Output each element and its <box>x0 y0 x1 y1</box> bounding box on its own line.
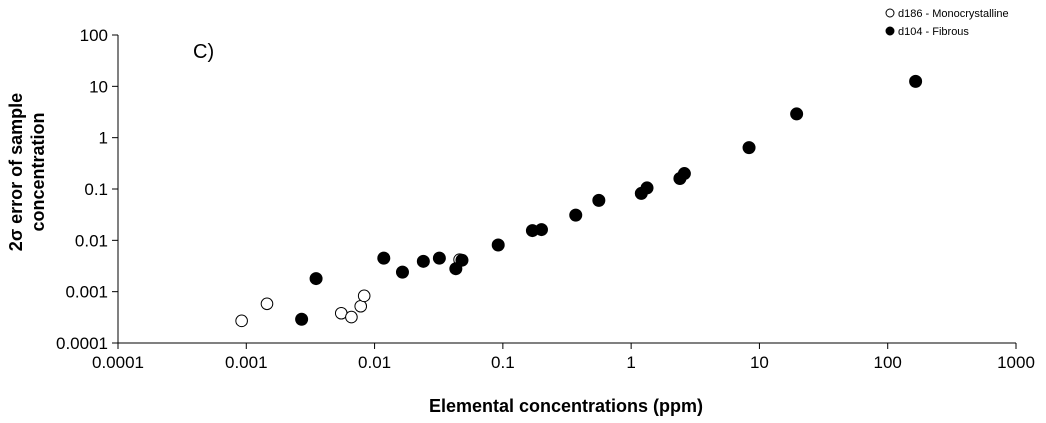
x-tick-label: 0.001 <box>225 353 268 372</box>
point-d104-fibrous <box>491 238 505 252</box>
y-tick-label: 10 <box>89 77 108 96</box>
point-d104-fibrous <box>416 254 430 268</box>
legend: d186 - Monocrystalline d104 - Fibrous <box>885 8 1009 38</box>
y-tick-labels: 0.0001 0.001 0.01 0.1 1 10 100 <box>56 26 108 353</box>
point-d186-monocrystalline <box>235 314 248 328</box>
x-tick-label: 10 <box>750 353 769 372</box>
point-d104-fibrous <box>569 208 583 222</box>
y-tick-label: 100 <box>80 26 108 45</box>
point-d104-fibrous <box>295 312 309 326</box>
x-tick-label: 100 <box>874 353 902 372</box>
point-d104-fibrous <box>790 107 804 121</box>
point-d104-fibrous <box>309 272 323 286</box>
x-tick-label: 1000 <box>997 353 1035 372</box>
point-d104-fibrous <box>432 251 446 265</box>
point-d104-fibrous <box>640 181 654 195</box>
point-d104-fibrous <box>377 251 391 265</box>
x-tick-label: 1 <box>626 353 635 372</box>
point-d186-monocrystalline <box>354 299 368 313</box>
legend-marker <box>885 26 895 36</box>
panel-label: C) <box>193 41 214 63</box>
x-axis-title: Elemental concentrations (ppm) <box>429 396 703 416</box>
legend-marker <box>885 8 895 18</box>
point-d104-fibrous <box>677 167 691 181</box>
y-tick-label: 0.0001 <box>56 334 108 353</box>
axes <box>112 34 1017 349</box>
point-d186-monocrystalline <box>260 297 274 311</box>
data-points <box>235 74 923 328</box>
y-tick-label: 0.001 <box>65 283 108 302</box>
point-d186-monocrystalline <box>357 289 371 303</box>
point-d186-monocrystalline <box>345 310 358 324</box>
legend-label: d186 - Monocrystalline <box>898 8 1009 20</box>
y-tick-label: 0.1 <box>84 180 108 199</box>
x-tick-labels: 0.0001 0.001 0.01 0.1 1 10 100 1000 <box>92 353 1035 372</box>
point-d104-fibrous <box>592 193 606 207</box>
x-tick-label: 0.01 <box>358 353 391 372</box>
point-d104-fibrous <box>909 74 923 88</box>
legend-label: d104 - Fibrous <box>898 26 969 38</box>
y-tick-label: 1 <box>99 129 108 148</box>
x-tick-label: 0.0001 <box>92 353 144 372</box>
point-d104-fibrous <box>742 141 756 155</box>
point-d104-fibrous <box>395 265 409 279</box>
point-d104-fibrous <box>455 253 469 267</box>
y-axis-title: 2σ error of sample concentration <box>6 93 48 251</box>
x-tick-label: 0.1 <box>491 353 515 372</box>
point-d104-fibrous <box>534 223 548 237</box>
y-tick-label: 0.01 <box>75 231 108 250</box>
